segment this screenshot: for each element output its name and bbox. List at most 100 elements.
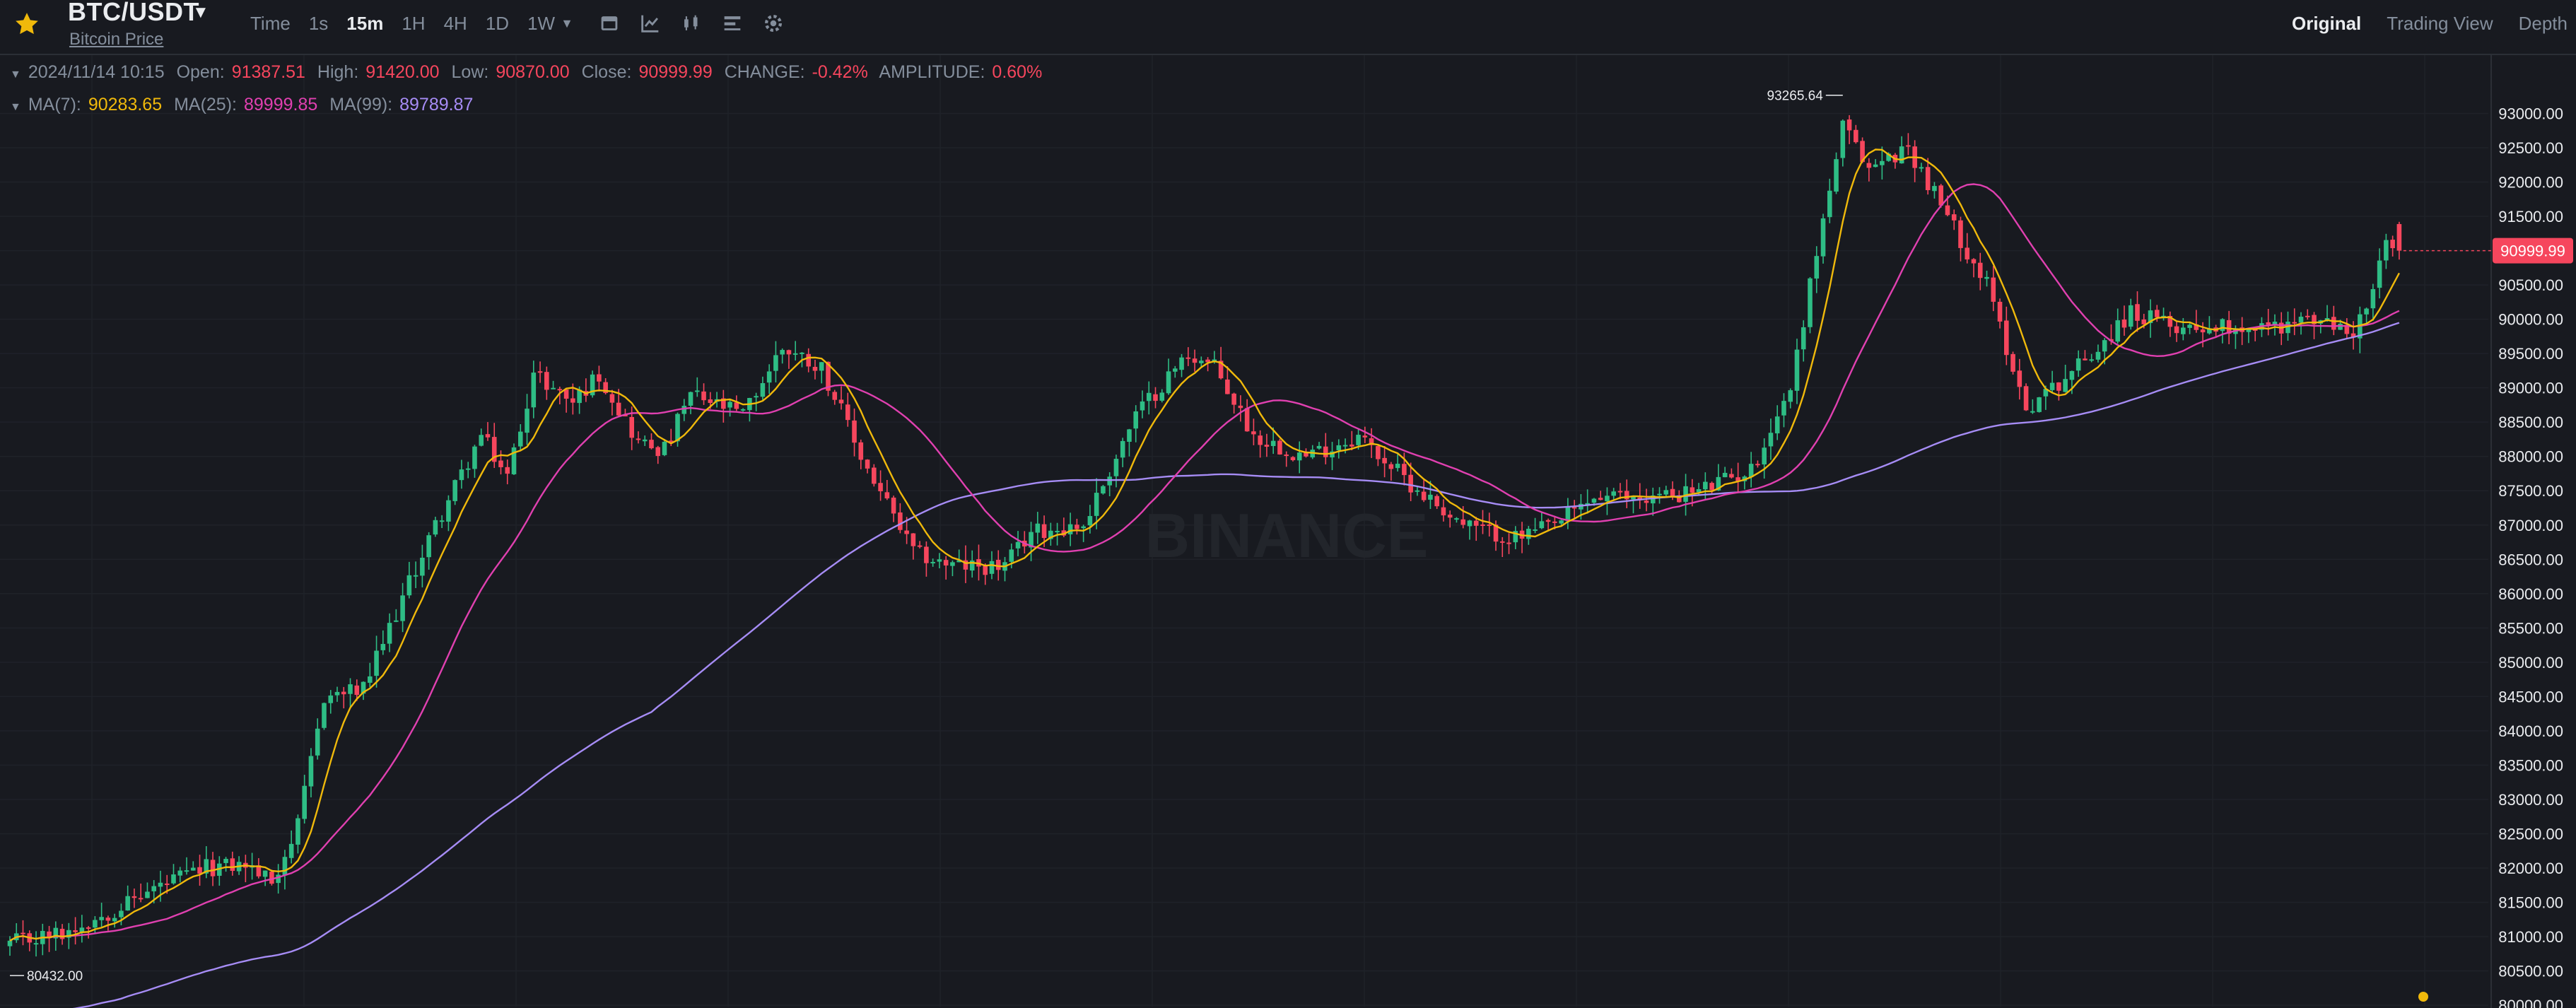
candle-body — [53, 927, 59, 939]
candle-body — [1899, 146, 1904, 164]
candle-body — [334, 691, 340, 696]
calendar-icon[interactable] — [597, 11, 623, 35]
candle-body — [1296, 452, 1302, 461]
candle-body — [2370, 289, 2376, 309]
kline-chart[interactable]: BINANCE 93000.00 92500.00 92000.00 91500.00… — [0, 55, 2576, 1008]
candle-body — [1376, 445, 1381, 459]
price-axis-label: 81500.00 — [2498, 893, 2563, 911]
interval-time[interactable]: Time — [250, 13, 291, 34]
candle-body — [1408, 474, 1413, 493]
interval-1w[interactable]: 1W — [527, 13, 556, 34]
candle-body — [73, 930, 78, 932]
candle-body — [2298, 317, 2304, 323]
candle-body — [1067, 524, 1073, 534]
candle-body — [1382, 457, 1387, 464]
candle-body — [1467, 520, 1473, 527]
candle-body — [904, 530, 909, 534]
candle-body — [2200, 329, 2206, 333]
indicator-icon[interactable] — [638, 11, 664, 35]
interval-1s[interactable]: 1s — [308, 13, 329, 34]
candle-body — [2069, 370, 2075, 380]
price-axis-label: 87500.00 — [2498, 482, 2563, 500]
candle-body — [1729, 474, 1734, 478]
interval-1h[interactable]: 1H — [402, 13, 426, 34]
candle-body — [33, 943, 39, 945]
price-axis-label: 90000.00 — [2498, 311, 2563, 329]
candle-body — [1965, 247, 1970, 260]
price-chart[interactable]: BINANCE 93000.00 92500.00 92000.00 91500.00… — [0, 55, 2576, 1008]
candle-body — [1677, 495, 1682, 503]
interval-1d[interactable]: 1D — [485, 13, 510, 34]
layout-icon[interactable] — [720, 11, 746, 35]
candle-body — [1650, 496, 1656, 504]
favorite-star-icon[interactable] — [13, 10, 41, 38]
candle-body — [1277, 440, 1282, 455]
candle-body — [1820, 218, 1826, 257]
ma-collapse-icon[interactable]: ▼ — [10, 101, 21, 113]
candle-body — [2338, 323, 2343, 330]
tab-trading-view[interactable]: Trading View — [2387, 13, 2493, 34]
candle-body — [681, 406, 687, 414]
candle-body — [1860, 141, 1865, 163]
candle-body — [2331, 317, 2336, 330]
price-axis-label: 82000.00 — [2498, 860, 2563, 877]
ma99-label: MA(99): — [329, 95, 393, 115]
price-axis-label: 85000.00 — [2498, 654, 2563, 672]
candle-body — [2181, 327, 2186, 334]
candle-body — [1788, 390, 1793, 402]
candle-body — [636, 438, 641, 440]
candle-body — [1854, 129, 1858, 143]
candle-body — [190, 867, 196, 871]
candle-body — [577, 389, 582, 404]
candle-body — [1454, 518, 1459, 520]
candle-body — [1906, 145, 1911, 147]
interval-more-icon[interactable]: ▼ — [561, 16, 573, 30]
price-axis-label: 90500.00 — [2498, 276, 2563, 294]
candle-body — [708, 399, 713, 404]
candle-body — [950, 562, 955, 566]
candle-body — [2037, 397, 2042, 412]
candle-body — [1735, 477, 1740, 482]
candle-body — [766, 371, 772, 383]
candle-body — [164, 883, 170, 885]
candle-body — [1336, 445, 1342, 450]
candle-body — [485, 434, 491, 438]
ma7-label: MA(7): — [28, 95, 81, 115]
candle-body — [1120, 440, 1125, 458]
chart-type-icon[interactable] — [679, 11, 705, 35]
candle-body — [1107, 476, 1112, 486]
candle-body — [1997, 301, 2003, 322]
candle-body — [7, 940, 13, 947]
interval-15m[interactable]: 15m — [346, 13, 384, 34]
candle-body — [171, 874, 176, 884]
interval-4h[interactable]: 4H — [443, 13, 467, 34]
candle-body — [963, 560, 968, 570]
pair-dropdown-icon[interactable]: ▼ — [192, 3, 209, 22]
candle-body — [1258, 435, 1263, 445]
settings-gear-icon[interactable] — [761, 11, 787, 35]
candle-body — [1140, 401, 1145, 411]
change-value: -0.42% — [812, 62, 868, 82]
candle-body — [2266, 322, 2271, 325]
candle-body — [1087, 516, 1093, 526]
tab-depth[interactable]: Depth — [2518, 13, 2568, 34]
legend-collapse-icon[interactable]: ▼ — [10, 69, 21, 81]
ma99-line — [72, 322, 2400, 1008]
candle-body — [354, 685, 360, 696]
candle-body — [322, 703, 327, 728]
candle-body — [1388, 464, 1394, 469]
candle-body — [995, 559, 1001, 570]
candle-body — [446, 500, 451, 522]
price-axis-label: 85500.00 — [2498, 619, 2563, 637]
candle-body — [1441, 507, 1446, 516]
candle-body — [1886, 153, 1891, 161]
low-marker-label: 80432.00 — [27, 969, 83, 984]
candle-body — [557, 389, 563, 391]
pair-subtitle-link[interactable]: Bitcoin Price — [69, 30, 164, 49]
candle-body — [1218, 361, 1224, 379]
candle-body — [1559, 520, 1564, 524]
candle-body — [125, 896, 130, 911]
tab-original[interactable]: Original — [2292, 13, 2362, 34]
pair-title[interactable]: BTC/USDT — [68, 0, 199, 26]
candle-body — [2226, 320, 2232, 334]
